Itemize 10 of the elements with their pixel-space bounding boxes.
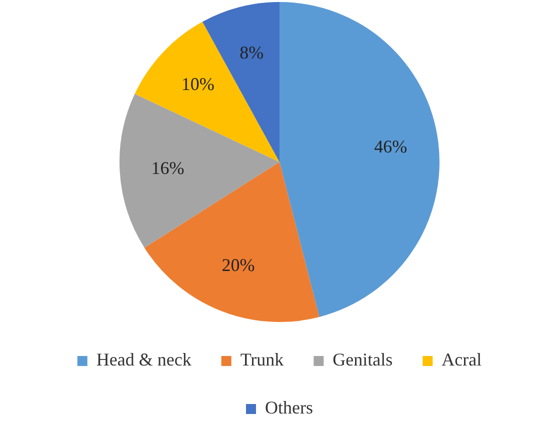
data-label: 8% [240,42,264,62]
data-label: 46% [374,136,408,157]
legend-label: Trunk [240,350,284,370]
legend-label: Others [265,398,314,418]
legend-label: Genitals [332,350,393,370]
data-label: 20% [222,254,255,275]
legend-label: Head & neck [96,350,192,370]
data-label: 16% [151,158,184,178]
data-label: 10% [181,74,214,94]
legend-label: Acral [442,350,482,370]
